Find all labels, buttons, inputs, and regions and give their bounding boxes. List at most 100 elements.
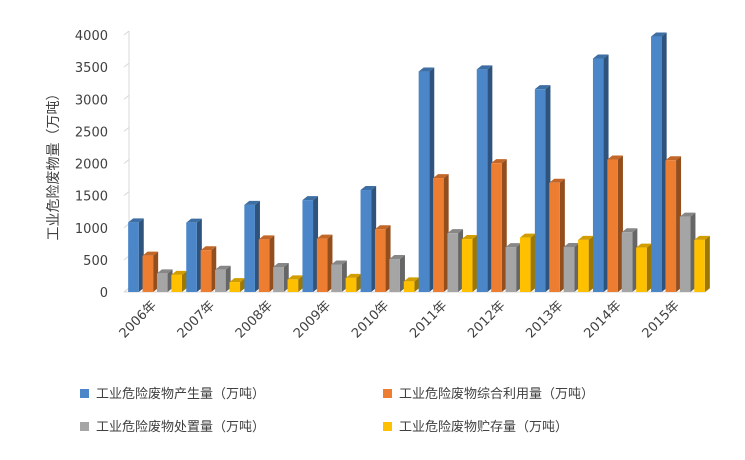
bar-1-8 xyxy=(534,85,551,292)
bar-2-10 xyxy=(665,156,682,292)
bar-front xyxy=(694,239,705,292)
y-tick-label: 0 xyxy=(100,286,108,301)
bar-3-4 xyxy=(331,260,347,292)
bar-4-1 xyxy=(171,270,187,292)
bar-front xyxy=(403,281,415,292)
bar-4-9 xyxy=(636,243,652,292)
x-tick-label: 2010年 xyxy=(349,298,392,341)
bar-side xyxy=(313,196,319,292)
bar-side xyxy=(661,32,667,293)
x-tick-label: 2006年 xyxy=(117,298,160,341)
legend-swatch xyxy=(80,422,89,431)
bar-3-3 xyxy=(273,263,289,292)
bar-1-2 xyxy=(186,218,202,292)
bar-side xyxy=(603,54,609,292)
bar-side xyxy=(559,178,565,292)
bar-2-8 xyxy=(549,178,565,292)
bar-side xyxy=(704,235,710,292)
y-tick-label: 2000 xyxy=(75,158,108,173)
x-tick-label: 2008年 xyxy=(233,298,276,341)
bar-3-2 xyxy=(215,265,231,292)
bar-side xyxy=(501,159,507,292)
bar-top xyxy=(345,273,362,278)
y-tick-label: 3500 xyxy=(75,61,108,76)
bar-3-9 xyxy=(621,228,638,292)
legend-swatch xyxy=(383,422,392,431)
bar-1-9 xyxy=(592,54,609,292)
bar-front xyxy=(433,178,444,292)
y-tick-mark xyxy=(123,62,130,68)
bar-2-1 xyxy=(142,251,159,292)
bar-side xyxy=(530,233,536,292)
bar-side xyxy=(588,235,594,292)
bar-front xyxy=(215,269,226,292)
bar-top xyxy=(665,156,682,161)
bar-top xyxy=(360,186,377,191)
bar-top xyxy=(316,234,333,239)
bar-top xyxy=(461,235,478,240)
bar-top xyxy=(200,246,217,251)
legend-label: 工业危险废物产生量（万吨） xyxy=(96,386,265,402)
bar-top xyxy=(389,255,405,260)
bar-side xyxy=(371,186,377,292)
bar-1-6 xyxy=(418,67,435,292)
bar-top xyxy=(418,67,435,72)
bar-top xyxy=(447,229,464,234)
bar-top xyxy=(519,233,536,238)
bar-front xyxy=(244,204,255,292)
bar-side xyxy=(429,67,435,292)
bar-top xyxy=(215,265,231,270)
x-tick-label: 2015年 xyxy=(640,298,683,341)
bar-1-7 xyxy=(476,65,493,292)
bar-front xyxy=(258,239,270,292)
y-tick-label: 1000 xyxy=(75,222,108,237)
bar-front xyxy=(316,238,328,292)
bar-2-6 xyxy=(433,174,449,292)
bar-top xyxy=(694,235,710,240)
bar-front xyxy=(578,239,589,292)
bar-top xyxy=(374,225,391,230)
bar-top xyxy=(578,235,594,240)
bar-front xyxy=(665,160,677,292)
bar-2-2 xyxy=(200,246,217,292)
bar-side xyxy=(574,242,580,292)
x-tick-label: 2011年 xyxy=(407,298,450,341)
bar-2-9 xyxy=(607,155,623,292)
bar-side xyxy=(269,235,275,292)
x-tick-label: 2014年 xyxy=(581,298,624,341)
legend: 工业危险废物产生量（万吨） 工业危险废物综合利用量（万吨） 工业危险废物处置量（万吨… xyxy=(80,386,594,435)
bar-top xyxy=(549,178,565,183)
legend-entry-4: 工业危险废物贮存量（万吨） xyxy=(383,419,568,435)
bar-top xyxy=(636,243,652,248)
bar-1-10 xyxy=(651,32,667,293)
bar-2-5 xyxy=(374,225,391,292)
legend-swatch xyxy=(80,389,89,398)
bar-side xyxy=(399,255,405,292)
bar-side xyxy=(617,155,623,292)
legend-entry-1: 工业危险废物产生量（万吨） xyxy=(80,386,265,402)
bar-front xyxy=(331,264,342,292)
bar-front xyxy=(156,273,168,292)
bar-side xyxy=(153,251,159,292)
bar-front xyxy=(418,71,430,292)
bar-top xyxy=(607,155,623,160)
bar-front xyxy=(229,282,241,292)
bar-front xyxy=(389,259,400,292)
bar-side xyxy=(181,270,187,292)
y-tick-mark xyxy=(123,30,130,36)
bar-side xyxy=(196,218,202,292)
bar-front xyxy=(200,250,212,292)
bar-front xyxy=(302,200,314,292)
bar-front xyxy=(621,232,633,292)
bar-front xyxy=(491,163,502,292)
y-axis-label: 工业危险废物量（万吨） xyxy=(46,87,62,241)
bar-front xyxy=(549,182,560,292)
bar-front xyxy=(171,274,182,292)
y-tick-label: 3000 xyxy=(75,93,108,108)
bar-4-10 xyxy=(694,235,710,292)
bar-1-4 xyxy=(302,196,319,292)
bar-top xyxy=(534,85,551,90)
bar-top xyxy=(491,159,507,164)
bar-top xyxy=(273,263,289,268)
